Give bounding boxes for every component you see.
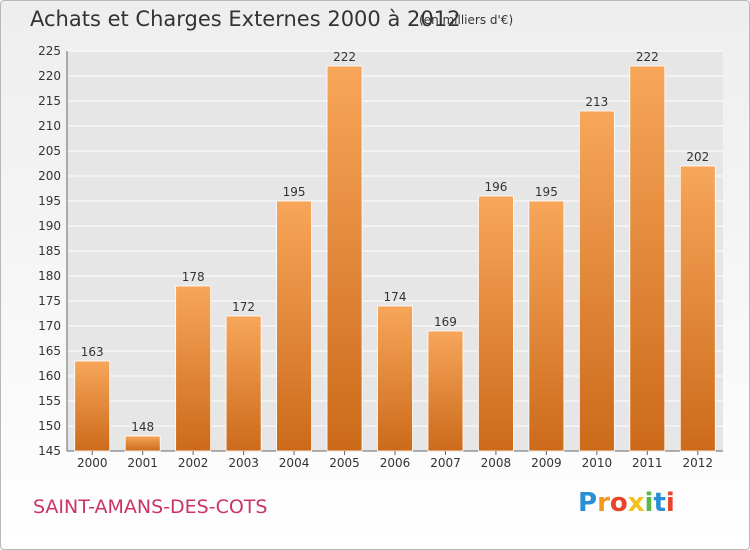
y-tick-label: 210 <box>38 119 61 133</box>
bar-value-label: 195 <box>535 185 558 199</box>
x-tick-label: 2011 <box>632 456 663 470</box>
bar <box>528 200 565 452</box>
bar <box>225 315 262 452</box>
y-tick-label: 220 <box>38 69 61 83</box>
bar <box>74 360 111 452</box>
y-tick-label: 205 <box>38 144 61 158</box>
y-tick-label: 180 <box>38 269 61 283</box>
y-tick-label: 175 <box>38 294 61 308</box>
y-tick-label: 190 <box>38 219 61 233</box>
x-tick-label: 2006 <box>380 456 411 470</box>
x-tick-label: 2007 <box>430 456 461 470</box>
bar-value-label: 174 <box>384 290 407 304</box>
bar-value-label: 148 <box>131 420 154 434</box>
bar-value-label: 213 <box>585 95 608 109</box>
bar-value-label: 178 <box>182 270 205 284</box>
y-tick-label: 145 <box>38 444 61 458</box>
bar <box>478 195 514 452</box>
x-tick-label: 2010 <box>582 456 613 470</box>
bar-value-label: 222 <box>333 50 356 64</box>
bar-value-label: 169 <box>434 315 457 329</box>
x-tick-label: 2005 <box>329 456 360 470</box>
bar <box>578 110 615 452</box>
bar <box>629 65 666 452</box>
x-tick-label: 2009 <box>531 456 562 470</box>
x-tick-label: 2002 <box>178 456 209 470</box>
x-tick-label: 2008 <box>481 456 512 470</box>
bar <box>679 165 716 452</box>
y-tick-label: 215 <box>38 94 61 108</box>
y-tick-label: 160 <box>38 369 61 383</box>
y-tick-label: 200 <box>38 169 61 183</box>
bar <box>124 435 161 452</box>
x-tick-label: 2001 <box>127 456 158 470</box>
bar <box>326 65 363 452</box>
y-tick-label: 195 <box>38 194 61 208</box>
y-tick-label: 155 <box>38 394 61 408</box>
bar-value-label: 196 <box>484 180 507 194</box>
y-tick-label: 165 <box>38 344 61 358</box>
chart-title: Achats et Charges Externes 2000 à 2012 <box>30 7 461 31</box>
bar-value-label: 172 <box>232 300 255 314</box>
town-name: SAINT-AMANS-DES-COTS <box>33 496 268 518</box>
bar <box>276 200 312 452</box>
proxiti-logo: Proxiti <box>578 488 675 518</box>
bar-value-label: 202 <box>686 150 709 164</box>
bar <box>427 330 464 452</box>
bar-value-label: 222 <box>636 50 659 64</box>
y-tick-label: 170 <box>38 319 61 333</box>
x-tick-label: 2003 <box>228 456 259 470</box>
bar-value-label: 195 <box>283 185 306 199</box>
y-tick-label: 225 <box>38 44 61 58</box>
x-tick-label: 2000 <box>77 456 108 470</box>
bar <box>377 305 413 452</box>
x-tick-label: 2012 <box>682 456 713 470</box>
x-tick-label: 2004 <box>279 456 310 470</box>
y-tick-label: 150 <box>38 419 61 433</box>
bar <box>175 285 212 452</box>
chart-subtitle: (en milliers d'€) <box>419 13 514 27</box>
bar-value-label: 163 <box>81 345 104 359</box>
y-tick-label: 185 <box>38 244 61 258</box>
